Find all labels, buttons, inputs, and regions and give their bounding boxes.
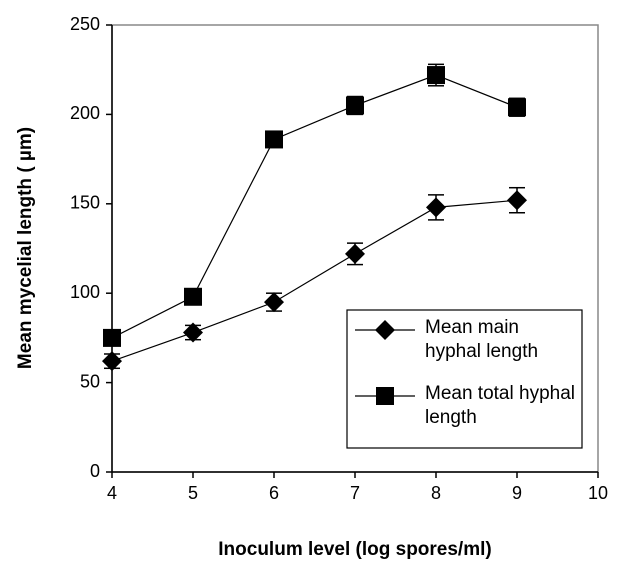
marker [103,328,121,347]
marker [184,287,202,306]
marker [427,66,445,85]
marker [264,292,284,313]
x-tick-label: 4 [107,483,117,503]
legend-label-box: Mean total hyphal length [425,383,575,428]
x-tick-label: 5 [188,483,198,503]
x-tick-label: 9 [512,483,522,503]
y-tick-label: 0 [90,461,100,481]
series-line [111,199,518,362]
y-tick-label: 50 [80,371,100,391]
marker [426,197,446,218]
x-tick-label: 10 [588,483,608,503]
marker [375,320,395,340]
marker [265,130,283,149]
y-tick-label: 250 [70,14,100,34]
y-axis-title: Mean mycelial length ( µm) [15,127,36,369]
marker [376,387,394,405]
marker [183,322,203,343]
series-line [111,74,518,339]
legend-label: Mean main hyphal length [425,317,539,362]
marker [345,243,365,264]
x-tick-label: 7 [350,483,360,503]
x-axis-title: Inoculum level (log spores/ml) [218,539,491,560]
x-tick-label: 8 [431,483,441,503]
marker [507,190,527,211]
y-tick-label: 100 [70,282,100,302]
marker [346,96,364,115]
x-tick-label: 6 [269,483,279,503]
marker [508,98,526,117]
y-tick-label: 150 [70,193,100,213]
y-tick-label: 200 [70,103,100,123]
legend-label: Mean total hyphal length [425,383,575,428]
legend-label-box: Mean main hyphal length [425,317,539,362]
marker [102,351,122,372]
